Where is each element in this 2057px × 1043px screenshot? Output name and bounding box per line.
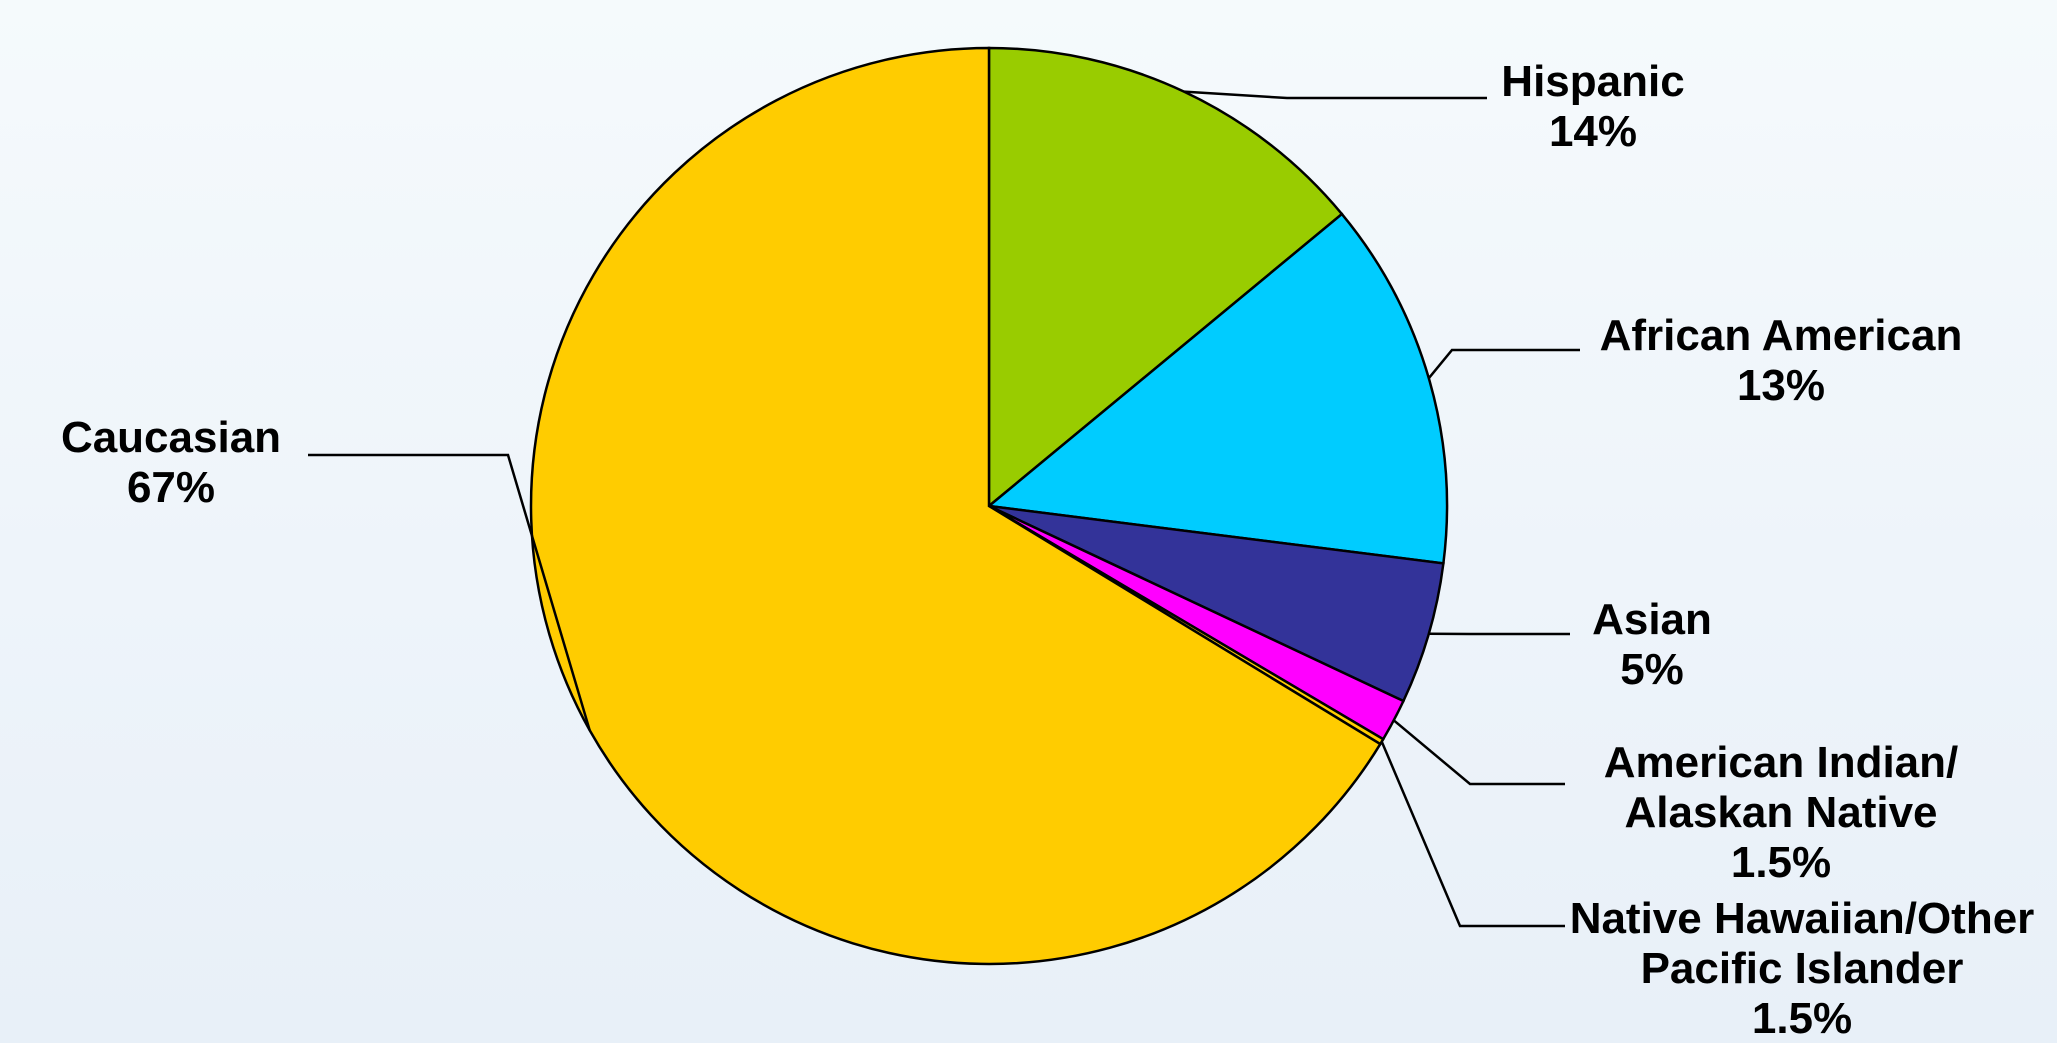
pie-slices (529, 46, 1449, 966)
slice-value-label: 13% (1737, 361, 1825, 410)
slice-value-label: 1.5% (1731, 838, 1831, 887)
slice-label-native-hawaiian-other-pacific-islander: Native Hawaiian/Other Pacific Islander 1.5… (1570, 894, 2035, 1043)
slice-category-label: Caucasian (61, 413, 281, 462)
slice-category-label: Pacific Islander (1641, 944, 1964, 993)
slice-value-label: 14% (1549, 107, 1637, 156)
slice-category-label: Hispanic (1501, 57, 1684, 106)
pie-slice-asian (988, 504, 1445, 703)
slice-label-hispanic: Hispanic 14% (1501, 57, 1684, 156)
pie-slice-hispanic (987, 46, 1344, 509)
slice-label-american-indian-alaskan-native: American Indian/Alaskan Native 1.5% (1604, 738, 1959, 887)
slice-value-label: 67% (127, 463, 215, 512)
slice-category-label: American Indian/ (1604, 738, 1959, 787)
pie-slice-african-american (985, 212, 1449, 565)
slice-category-label: Asian (1592, 595, 1712, 644)
leader-lines (308, 90, 1580, 928)
slice-category-label: Alaskan Native (1624, 788, 1937, 837)
slice-category-label: African American (1600, 311, 1963, 360)
leader-line-american-indian-alaskan-native (1392, 719, 1565, 786)
leader-line-native-hawaiian-other-pacific-islander (1380, 741, 1565, 928)
slice-label-african-american: African American 13% (1600, 311, 1963, 410)
slice-label-caucasian: Caucasian 67% (61, 413, 281, 512)
leader-line-caucasian (308, 453, 591, 731)
leader-line-hispanic (1183, 90, 1487, 100)
slice-label-asian: Asian 5% (1592, 595, 1712, 694)
leader-line-african-american (1427, 348, 1580, 380)
slice-labels: Hispanic 14% African American 13% Asian 5% Ame… (61, 57, 2034, 1043)
slice-category-label: Native Hawaiian/Other (1570, 894, 2035, 943)
slice-value-label: 1.5% (1752, 994, 1852, 1043)
slice-value-label: 5% (1620, 645, 1684, 694)
